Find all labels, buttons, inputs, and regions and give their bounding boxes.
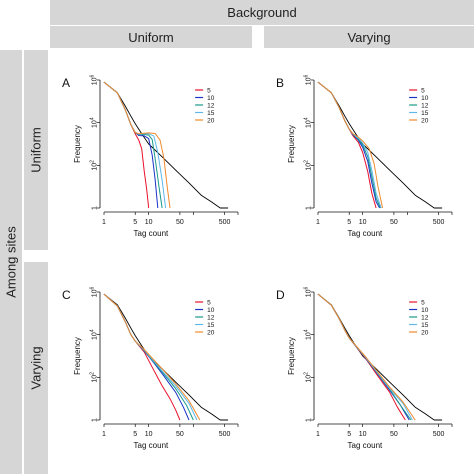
series-line-20 (103, 81, 171, 209)
column-header-varying: Varying (264, 26, 474, 48)
x-tick-label: 500 (219, 219, 231, 226)
x-tick-label: 1 (316, 219, 320, 226)
background-header: Background (50, 0, 474, 25)
series-line-total (103, 81, 229, 209)
column-header-varying-label: Varying (347, 29, 391, 45)
legend-label: 12 (207, 315, 215, 322)
x-tick-label: 10 (145, 431, 153, 438)
x-axis-label: Tag count (348, 229, 383, 238)
series-line-5 (103, 81, 150, 209)
x-tick-label: 1 (316, 431, 320, 438)
series-line-10 (103, 81, 159, 209)
legend-label: 5 (421, 88, 425, 95)
x-tick-label: 50 (176, 431, 184, 438)
series-line-5 (317, 293, 406, 421)
legend-label: 12 (207, 103, 215, 110)
legend-label: 15 (421, 110, 429, 117)
row-header-varying (24, 262, 48, 474)
panel-letter: B (276, 76, 284, 90)
among-sites-header (0, 50, 22, 474)
x-tick-label: 50 (390, 431, 398, 438)
legend-label: 20 (207, 330, 215, 337)
legend-label: 15 (421, 322, 429, 329)
legend-label: 10 (207, 307, 215, 314)
legend-label: 5 (421, 300, 425, 307)
legend-label: 20 (421, 330, 429, 337)
legend-label: 20 (421, 118, 429, 125)
y-tick-label: 1 (92, 418, 99, 422)
series-line-10 (317, 81, 381, 209)
x-tick-label: 5 (133, 219, 137, 226)
y-tick-label: 102 (304, 160, 313, 171)
y-tick-label: 104 (304, 329, 313, 340)
x-axis-label: Tag count (134, 441, 169, 450)
series-line-5 (317, 81, 377, 209)
x-axis-label: Tag count (348, 441, 383, 450)
x-tick-label: 500 (219, 431, 231, 438)
y-tick-label: 102 (90, 372, 99, 383)
x-tick-label: 50 (176, 219, 184, 226)
x-tick-label: 50 (390, 219, 398, 226)
y-axis-label: Frequency (73, 125, 82, 163)
column-header-uniform: Uniform (50, 26, 252, 48)
x-tick-label: 500 (433, 219, 445, 226)
panel-letter: A (62, 76, 70, 90)
y-tick-label: 104 (90, 117, 99, 128)
x-tick-label: 500 (433, 431, 445, 438)
y-axis-label: Frequency (73, 337, 82, 375)
x-tick-label: 10 (359, 431, 367, 438)
y-tick-label: 104 (90, 329, 99, 340)
x-tick-label: 10 (145, 219, 153, 226)
y-tick-label: 106 (304, 74, 313, 85)
y-tick-label: 1 (306, 206, 313, 210)
panel-letter: C (62, 288, 71, 302)
y-tick-label: 106 (90, 286, 99, 297)
legend-label: 10 (421, 307, 429, 314)
y-tick-label: 104 (304, 117, 313, 128)
x-tick-label: 5 (347, 431, 351, 438)
x-axis-label: Tag count (134, 229, 169, 238)
column-header-uniform-label: Uniform (128, 29, 174, 45)
series-line-12 (103, 81, 163, 209)
y-tick-label: 106 (90, 74, 99, 85)
panel-letter: D (276, 288, 285, 302)
x-tick-label: 1 (102, 431, 106, 438)
series-line-20 (317, 81, 384, 209)
y-tick-label: 102 (304, 372, 313, 383)
series-line-20 (103, 293, 201, 421)
series-line-5 (103, 293, 181, 421)
y-tick-label: 1 (306, 418, 313, 422)
row-header-uniform (24, 50, 48, 250)
x-tick-label: 10 (359, 219, 367, 226)
series-line-15 (317, 81, 382, 209)
x-tick-label: 5 (133, 431, 137, 438)
legend-label: 10 (421, 95, 429, 102)
x-tick-label: 5 (347, 219, 351, 226)
y-axis-label: Frequency (287, 125, 296, 163)
background-header-label: Background (227, 5, 297, 20)
y-tick-label: 1 (92, 206, 99, 210)
x-tick-label: 1 (102, 219, 106, 226)
legend-label: 15 (207, 110, 215, 117)
y-axis-label: Frequency (287, 337, 296, 375)
legend-label: 12 (421, 103, 429, 110)
legend-label: 15 (207, 322, 215, 329)
y-tick-label: 106 (304, 286, 313, 297)
y-tick-label: 102 (90, 160, 99, 171)
legend-label: 20 (207, 118, 215, 125)
legend-label: 5 (207, 300, 211, 307)
series-line-15 (103, 293, 198, 421)
legend-label: 12 (421, 315, 429, 322)
series-line-20 (317, 293, 416, 421)
legend-label: 5 (207, 88, 211, 95)
legend-label: 10 (207, 95, 215, 102)
